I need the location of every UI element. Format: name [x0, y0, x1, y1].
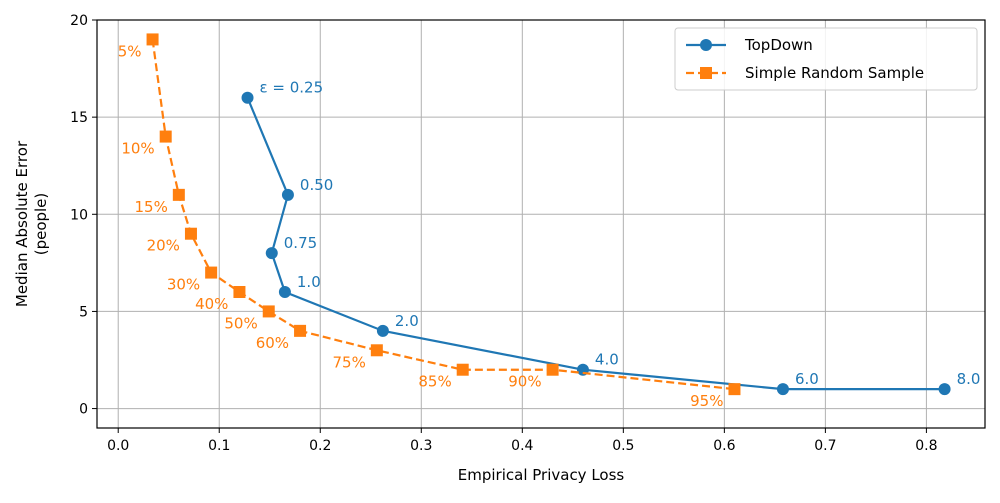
data-label: 0.75: [284, 234, 317, 252]
data-point: [265, 247, 278, 260]
data-point: [376, 324, 389, 337]
data-point: [146, 33, 159, 46]
data-label: 2.0: [395, 312, 419, 330]
y-axis-label-line: Median Absolute Error: [13, 140, 31, 307]
y-axis-label: Median Absolute Error (people): [13, 140, 50, 307]
data-point: [728, 383, 741, 396]
data-label: 95%: [690, 392, 723, 410]
data-point: [938, 383, 951, 396]
x-tick-label: 0.1: [208, 438, 230, 454]
x-tick-label: 0.7: [814, 438, 836, 454]
data-label: 0.50: [300, 176, 333, 194]
data-point: [546, 363, 559, 376]
data-point: [205, 266, 218, 279]
data-point: [159, 130, 172, 143]
data-point: [456, 363, 469, 376]
data-label: 30%: [167, 276, 200, 294]
x-tick-label: 0.4: [511, 438, 533, 454]
x-tick-label: 0.2: [309, 438, 331, 454]
data-point: [370, 344, 383, 357]
data-label: ε = 0.25: [260, 79, 324, 97]
data-label: 90%: [508, 373, 541, 391]
data-point: [278, 286, 291, 298]
data-point: [294, 324, 307, 337]
data-label: 20%: [147, 237, 180, 255]
legend: TopDown Simple Random Sample: [674, 27, 978, 91]
data-label: 15%: [134, 198, 167, 216]
data-label: 60%: [256, 334, 289, 352]
data-point: [262, 305, 275, 318]
data-point: [241, 91, 254, 104]
data-point: [233, 286, 246, 298]
data-point: [281, 188, 294, 201]
legend-label: TopDown: [744, 36, 813, 54]
data-label: 5%: [118, 42, 142, 60]
legend-label: Simple Random Sample: [745, 64, 924, 82]
legend-marker: [700, 67, 712, 79]
data-point: [172, 188, 185, 201]
x-tick-label: 0.5: [612, 438, 634, 454]
plot-frame: [96, 19, 986, 429]
legend-marker: [700, 39, 712, 51]
x-tick-label: 0.3: [410, 438, 432, 454]
series-line-0: [246, 97, 945, 391]
y-tick-label: 0: [79, 402, 88, 418]
data-label: 4.0: [595, 351, 619, 369]
x-axis-label: Empirical Privacy Loss: [458, 466, 625, 484]
y-axis-label-line: (people): [32, 193, 50, 256]
data-label: 10%: [121, 140, 154, 158]
data-label: 85%: [418, 373, 451, 391]
x-tick-label: 0.0: [107, 438, 129, 454]
series-line-1: [151, 39, 735, 391]
data-label: 50%: [224, 314, 257, 332]
data-label: 75%: [332, 353, 365, 371]
y-tick-label: 5: [79, 304, 88, 320]
data-point: [184, 227, 197, 240]
data-label: 40%: [195, 295, 228, 313]
legend-box: [674, 27, 978, 91]
data-label: 1.0: [297, 273, 321, 291]
data-label: 8.0: [957, 370, 981, 388]
x-tick-label: 0.8: [915, 438, 937, 454]
ticks: 0.0 0.1 0.2 0.3 0.4 0.5 0.6 0.7 0.8 0 5 10 15 20: [70, 13, 937, 454]
y-tick-label: 20: [70, 13, 88, 29]
series-layer: ε = 0.25 0.50 0.75 1.0 2.0 4.0 6.0 8.0 5% 10% 15% 2…: [118, 33, 981, 410]
y-tick-label: 10: [70, 207, 88, 223]
x-tick-label: 0.6: [713, 438, 735, 454]
data-point: [776, 383, 789, 396]
y-tick-label: 15: [70, 110, 88, 126]
data-label: 6.0: [795, 370, 819, 388]
